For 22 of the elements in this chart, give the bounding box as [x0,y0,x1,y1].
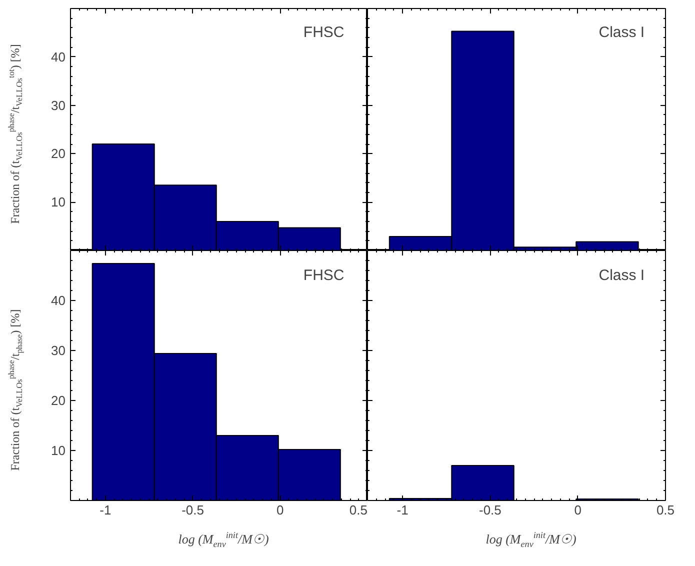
x-tick-label: -1 [396,502,408,518]
y-tick-label: 20 [51,393,66,408]
y-tick-label: 30 [51,343,66,358]
x-tick-label: -1 [100,502,112,518]
y-tick-label: 40 [51,49,66,64]
annotation: Class I [598,24,645,42]
annotation: FHSC [303,267,344,284]
x-tick-label: -0.5 [479,502,502,518]
y-tick-label: 20 [51,146,66,162]
y-tick-label: 40 [51,293,66,308]
y-tick-label: 30 [51,98,66,113]
x-axis-title: log (M$_{env}$$^{init}$/M☉) [484,529,578,551]
annotation: Class I [598,267,645,284]
x-tick-label: 0.5 [349,502,368,518]
x-tick-label: 0 [276,502,284,518]
y-tick-label: 10 [51,194,66,210]
x-tick-label: 0.5 [656,502,675,518]
x-axis-title: log (M$_{env}$$^{init}$/M☉) [177,529,270,551]
x-tick-label: 0 [574,502,582,518]
y-tick-label: 10 [51,443,66,458]
x-tick-label: -0.5 [182,502,204,518]
annotation: FHSC [303,24,344,42]
